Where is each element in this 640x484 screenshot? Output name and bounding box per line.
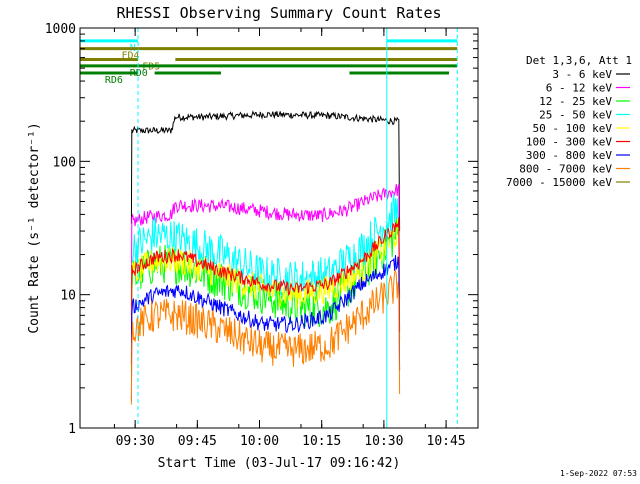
legend-entry-label: 800 - 7000 keV [519, 163, 612, 176]
flag-label-rd0: RD0 [130, 68, 148, 79]
legend-entry-label: 6 - 12 keV [546, 82, 613, 95]
y-tick-label: 10 [60, 289, 76, 304]
x-tick-label: 09:30 [116, 434, 155, 449]
x-tick-label: 10:30 [364, 434, 403, 449]
x-axis-label: Start Time (03-Jul-17 09:16:42) [158, 456, 401, 471]
legend-entry-label: 25 - 50 keV [539, 109, 612, 122]
x-tick-label: 09:45 [178, 434, 217, 449]
x-tick-label: 10:45 [427, 434, 466, 449]
series-line-7 [130, 269, 401, 405]
legend-entry-label: 300 - 800 keV [526, 149, 612, 162]
series-line-6 [130, 255, 401, 401]
y-tick-label: 100 [53, 155, 76, 170]
legend-entry-label: 12 - 25 keV [539, 95, 612, 108]
series-line-4 [130, 218, 401, 369]
flag-label-fd4: FD4 [121, 51, 139, 62]
x-tick-label: 10:00 [240, 434, 279, 449]
x-tick-label: 10:15 [302, 434, 341, 449]
y-tick-label: 1 [68, 422, 76, 437]
plot-frame [79, 27, 479, 429]
legend-entry-label: 3 - 6 keV [552, 68, 612, 81]
footer-date: 1-Sep-2022 07:53 [560, 469, 637, 478]
series-line-2 [130, 217, 401, 373]
flag-label-rd6: RD6 [105, 75, 123, 86]
legend-entry-label: 50 - 100 keV [533, 122, 613, 135]
series-line-0 [130, 110, 401, 232]
y-axis-label: Count Rate (s⁻¹ detector⁻¹) [27, 122, 42, 333]
legend-entry-label: 100 - 300 keV [526, 136, 612, 149]
chart-title: RHESSI Observing Summary Count Rates [116, 4, 441, 22]
legend-header: Det 1,3,6, Att 1 [526, 54, 632, 67]
legend-entry-label: 7000 - 15000 keV [506, 176, 612, 189]
series-line-5 [130, 217, 401, 365]
series-line-1 [130, 184, 401, 316]
y-tick-label: 1000 [45, 22, 76, 37]
